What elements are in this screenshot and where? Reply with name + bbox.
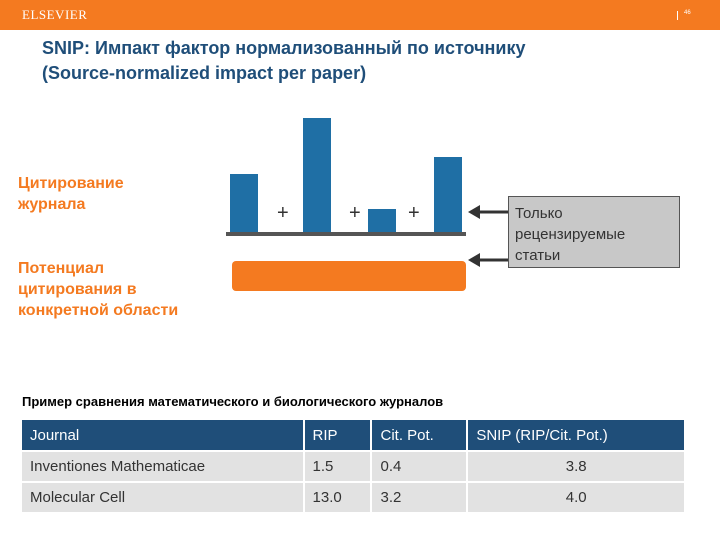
citation-bar-3 (368, 209, 396, 232)
citation-label: Цитирование журнала (18, 173, 124, 215)
arrow-left-icon (468, 253, 510, 267)
cell-journal: Molecular Cell (22, 481, 305, 512)
plus-sign-2: + (349, 202, 361, 224)
citation-bar-1 (230, 174, 258, 232)
cell-snip: 4.0 (467, 481, 686, 512)
cell-journal: Inventiones Mathematicae (22, 450, 305, 482)
note-line-1: Только (515, 205, 563, 222)
plus-sign-1: + (277, 202, 289, 224)
comparison-table: Journal RIP Cit. Pot. SNIP (RIP/Cit. Pot… (22, 420, 686, 512)
table-row: Inventiones Mathematicae 1.5 0.4 3.8 (22, 450, 686, 482)
column-header-cit-pot: Cit. Pot. (371, 420, 469, 451)
arrow-left-icon (468, 205, 510, 219)
peer-reviewed-note: Только рецензируемые статьи (508, 196, 680, 268)
citation-label-line-2: журнала (18, 196, 86, 213)
potential-label-line-1: Потенциал (18, 260, 105, 277)
potential-label: Потенциал цитирования в конкретной облас… (18, 258, 178, 321)
elsevier-logo: ELSEVIER (22, 7, 88, 22)
slide-title-line-2: (Source-normalized impact per paper) (42, 63, 367, 83)
potential-label-line-3: конкретной области (18, 302, 179, 319)
note-line-2: рецензируемые (515, 226, 626, 243)
citation-bar-4 (434, 157, 462, 232)
example-subtitle: Пример сравнения математического и биоло… (22, 394, 444, 409)
cell-cit-pot: 0.4 (371, 450, 469, 482)
page-separator (677, 11, 678, 20)
plus-sign-3: + (408, 202, 420, 224)
header-bar: ELSEVIER 46 (0, 0, 720, 30)
column-header-rip: RIP (303, 420, 373, 451)
slide-title-line-1: SNIP: Импакт фактор нормализованный по и… (42, 38, 526, 58)
page-number: 46 (684, 10, 691, 16)
cell-rip: 13.0 (303, 481, 373, 512)
cell-rip: 1.5 (303, 450, 373, 482)
citation-label-line-1: Цитирование (18, 175, 124, 192)
column-header-journal: Journal (22, 420, 305, 451)
column-header-snip: SNIP (RIP/Cit. Pot.) (467, 420, 686, 451)
potential-label-line-2: цитирования в (18, 281, 137, 298)
slide-title: SNIP: Импакт фактор нормализованный по и… (42, 36, 682, 86)
note-line-3: статьи (515, 247, 561, 264)
citation-baseline (226, 232, 466, 236)
citation-bar-2 (303, 118, 331, 232)
cell-snip: 3.8 (467, 450, 686, 482)
citation-potential-bar (232, 261, 466, 291)
table-row: Molecular Cell 13.0 3.2 4.0 (22, 481, 686, 512)
table-header-row: Journal RIP Cit. Pot. SNIP (RIP/Cit. Pot… (22, 420, 686, 451)
cell-cit-pot: 3.2 (371, 481, 469, 512)
